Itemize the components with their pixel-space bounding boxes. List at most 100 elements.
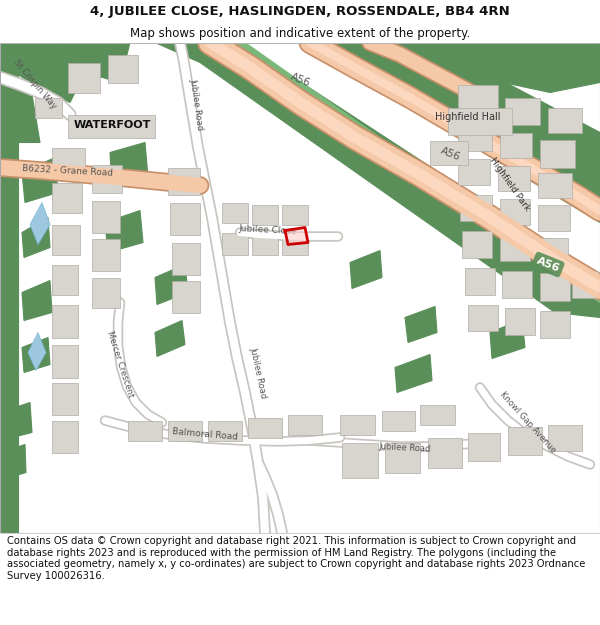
Text: A56: A56 [289,72,311,89]
Polygon shape [52,224,80,254]
Text: Balmoral Road: Balmoral Road [172,427,238,442]
Polygon shape [385,442,420,472]
Polygon shape [248,418,282,437]
Polygon shape [52,382,78,414]
Polygon shape [468,432,500,461]
Text: Map shows position and indicative extent of the property.: Map shows position and indicative extent… [130,27,470,39]
Polygon shape [288,414,322,434]
Polygon shape [445,42,600,92]
Polygon shape [155,264,188,304]
Polygon shape [458,122,492,151]
Polygon shape [52,264,78,294]
Text: B6232 - Grane Road: B6232 - Grane Road [22,164,113,177]
Text: WATERFOOT: WATERFOOT [73,121,151,131]
Polygon shape [222,202,248,222]
Polygon shape [458,159,490,184]
Polygon shape [155,42,205,62]
Polygon shape [540,311,570,338]
Polygon shape [420,404,455,424]
Polygon shape [395,354,432,392]
Polygon shape [428,438,462,468]
Polygon shape [468,304,498,331]
Polygon shape [508,426,542,454]
Polygon shape [458,84,498,112]
Text: Highfield Park: Highfield Park [488,156,532,213]
Polygon shape [172,281,200,312]
Polygon shape [448,107,512,134]
Text: St Crispin Way: St Crispin Way [12,58,58,111]
Polygon shape [210,42,600,302]
Polygon shape [382,411,415,431]
Polygon shape [222,232,248,254]
Polygon shape [35,98,62,118]
Polygon shape [350,251,382,289]
Polygon shape [548,107,582,132]
Polygon shape [342,442,378,478]
Polygon shape [505,308,535,334]
Text: Jubilee Road: Jubilee Road [248,346,268,399]
Polygon shape [320,42,600,188]
Polygon shape [252,232,278,254]
Polygon shape [252,204,278,224]
Polygon shape [465,268,495,294]
Polygon shape [52,421,78,452]
Polygon shape [52,304,78,338]
Polygon shape [52,182,82,213]
Text: 4, JUBILEE CLOSE, HASLINGDEN, ROSSENDALE, BB4 4RN: 4, JUBILEE CLOSE, HASLINGDEN, ROSSENDALE… [90,6,510,18]
Polygon shape [22,158,58,202]
Polygon shape [52,344,78,377]
Polygon shape [52,148,85,174]
Polygon shape [282,232,308,254]
Polygon shape [490,319,525,359]
Polygon shape [282,204,308,224]
Polygon shape [108,54,138,82]
Polygon shape [460,194,492,221]
Polygon shape [572,271,598,298]
Text: A56: A56 [439,146,461,163]
Polygon shape [22,217,50,258]
Text: Jubilee Road: Jubilee Road [188,78,204,131]
Polygon shape [195,42,600,318]
Polygon shape [430,141,468,164]
Polygon shape [285,228,308,244]
Polygon shape [540,272,570,301]
Polygon shape [68,114,155,138]
Polygon shape [340,414,375,434]
Polygon shape [28,332,46,371]
Polygon shape [30,202,50,244]
Polygon shape [538,238,568,264]
Polygon shape [538,173,572,198]
Polygon shape [92,201,120,232]
Text: Jubilee Close: Jubilee Close [239,224,297,236]
Polygon shape [0,82,40,142]
Polygon shape [208,421,242,441]
Text: Knowl Gap Avenue: Knowl Gap Avenue [498,390,558,455]
Polygon shape [462,231,492,258]
Polygon shape [155,321,185,356]
Polygon shape [92,164,122,192]
Text: Contains OS data © Crown copyright and database right 2021. This information is : Contains OS data © Crown copyright and d… [7,536,586,581]
Polygon shape [0,444,26,481]
Polygon shape [22,338,50,372]
Polygon shape [92,278,120,308]
Polygon shape [0,42,18,532]
Polygon shape [538,204,570,231]
Text: Jubilee Road: Jubilee Road [379,442,431,453]
Polygon shape [505,98,540,124]
Polygon shape [300,42,600,222]
Polygon shape [548,424,582,451]
Polygon shape [500,199,530,224]
Polygon shape [22,281,52,321]
Polygon shape [105,211,143,252]
Polygon shape [540,139,575,168]
Polygon shape [502,271,532,298]
Polygon shape [168,168,200,194]
Polygon shape [172,242,200,274]
Polygon shape [92,239,120,271]
Polygon shape [170,202,200,234]
Polygon shape [110,142,148,188]
Polygon shape [128,421,162,441]
Polygon shape [0,42,85,102]
Polygon shape [68,62,100,92]
Text: A56: A56 [535,256,561,274]
